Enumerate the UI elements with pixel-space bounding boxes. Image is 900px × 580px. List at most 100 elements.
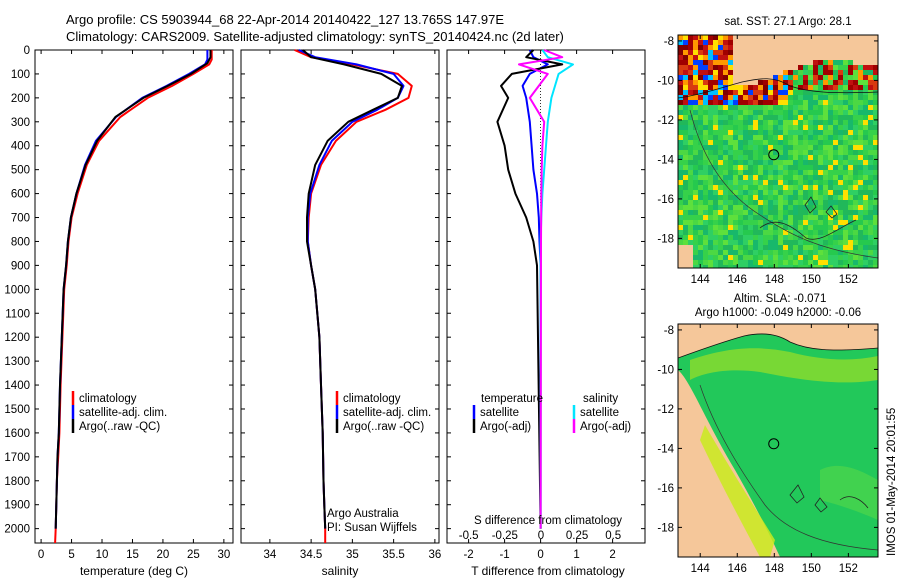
sst-cell (783, 235, 788, 240)
sst-cell (738, 105, 743, 110)
sst-cell (838, 95, 843, 100)
sst-cell (733, 180, 738, 185)
sst-cell (698, 180, 703, 185)
sst-cell (678, 60, 683, 65)
sst-cell (728, 190, 733, 195)
sst-cell (763, 95, 768, 100)
sst-cell (678, 215, 683, 220)
sst-cell (703, 160, 708, 165)
sst-cell (703, 245, 708, 250)
sst-cell (718, 235, 723, 240)
sst-cell (708, 245, 713, 250)
sst-cell (833, 120, 838, 125)
sst-cell (763, 105, 768, 110)
sst-cell (848, 260, 853, 265)
sst-cell (738, 185, 743, 190)
sst-cell (838, 255, 843, 260)
sst-cell (798, 95, 803, 100)
sst-cell (863, 100, 868, 105)
sst-cell (833, 60, 838, 65)
sst-cell (858, 170, 863, 175)
sst-cell (833, 190, 838, 195)
sst-cell (738, 180, 743, 185)
sst-cell (793, 215, 798, 220)
sst-cell (803, 185, 808, 190)
sst-cell (753, 215, 758, 220)
sst-cell (783, 190, 788, 195)
sst-cell (823, 190, 828, 195)
sst-cell (783, 200, 788, 205)
sst-cell (858, 265, 863, 268)
sst-cell (773, 130, 778, 135)
sst-cell (723, 55, 728, 60)
sst-cell (833, 215, 838, 220)
map-y-tick-label: -16 (657, 483, 674, 495)
sst-cell (838, 140, 843, 145)
s-tick-label: -0.5 (459, 530, 479, 542)
sst-cell (808, 205, 813, 210)
sst-cell (723, 175, 728, 180)
sst-cell (718, 165, 723, 170)
sst-cell (683, 85, 688, 90)
sst-cell (738, 215, 743, 220)
sst-cell (803, 110, 808, 115)
sst-cell (683, 225, 688, 230)
sst-cell (803, 175, 808, 180)
sst-cell (718, 155, 723, 160)
sst-cell (728, 225, 733, 230)
sst-cell (788, 85, 793, 90)
sst-cell (848, 240, 853, 245)
sst-cell (713, 40, 718, 45)
sst-cell (873, 190, 878, 195)
sst-cell (688, 55, 693, 60)
sst-cell (688, 60, 693, 65)
sst-cell (733, 125, 738, 130)
sst-cell (743, 125, 748, 130)
sst-cell (778, 160, 783, 165)
sst-cell (733, 260, 738, 265)
sst-cell (718, 245, 723, 250)
sst-cell (683, 50, 688, 55)
sst-cell (748, 245, 753, 250)
sst-cell (803, 80, 808, 85)
sst-cell (813, 185, 818, 190)
sst-cell (758, 205, 763, 210)
sst-cell (748, 85, 753, 90)
sst-cell (823, 220, 828, 225)
sst-cell (813, 65, 818, 70)
series-line-s-argo (518, 49, 564, 529)
sst-cell (803, 260, 808, 265)
sst-cell (758, 150, 763, 155)
sst-cell (863, 260, 868, 265)
sst-cell (723, 170, 728, 175)
sst-cell (823, 170, 828, 175)
sst-cell (768, 140, 773, 145)
sst-cell (753, 225, 758, 230)
sst-cell (808, 90, 813, 95)
sst-cell (853, 175, 858, 180)
sst-cell (763, 250, 768, 255)
map-y-tick-label: -10 (657, 75, 674, 87)
sst-cell (788, 100, 793, 105)
sst-cell (783, 265, 788, 268)
sst-cell (798, 150, 803, 155)
sst-cell (778, 165, 783, 170)
sst-cell (698, 70, 703, 75)
sst-cell (823, 250, 828, 255)
sst-cell (873, 200, 878, 205)
sst-cell (788, 240, 793, 245)
sst-cell (683, 65, 688, 70)
sst-cell (793, 100, 798, 105)
sst-cell (818, 155, 823, 160)
sst-cell (818, 255, 823, 260)
sst-cell (713, 145, 718, 150)
sst-cell (803, 75, 808, 80)
sst-cell (818, 220, 823, 225)
sst-map-title: sat. SST: 27.1 Argo: 28.1 (724, 16, 851, 28)
sst-cell (683, 105, 688, 110)
sst-cell (723, 105, 728, 110)
sst-cell (778, 180, 783, 185)
salinity-panel: 34 34.5 35 35.5 36 salinity climatology sate… (240, 49, 441, 578)
sst-cell (803, 120, 808, 125)
sst-cell (778, 105, 783, 110)
